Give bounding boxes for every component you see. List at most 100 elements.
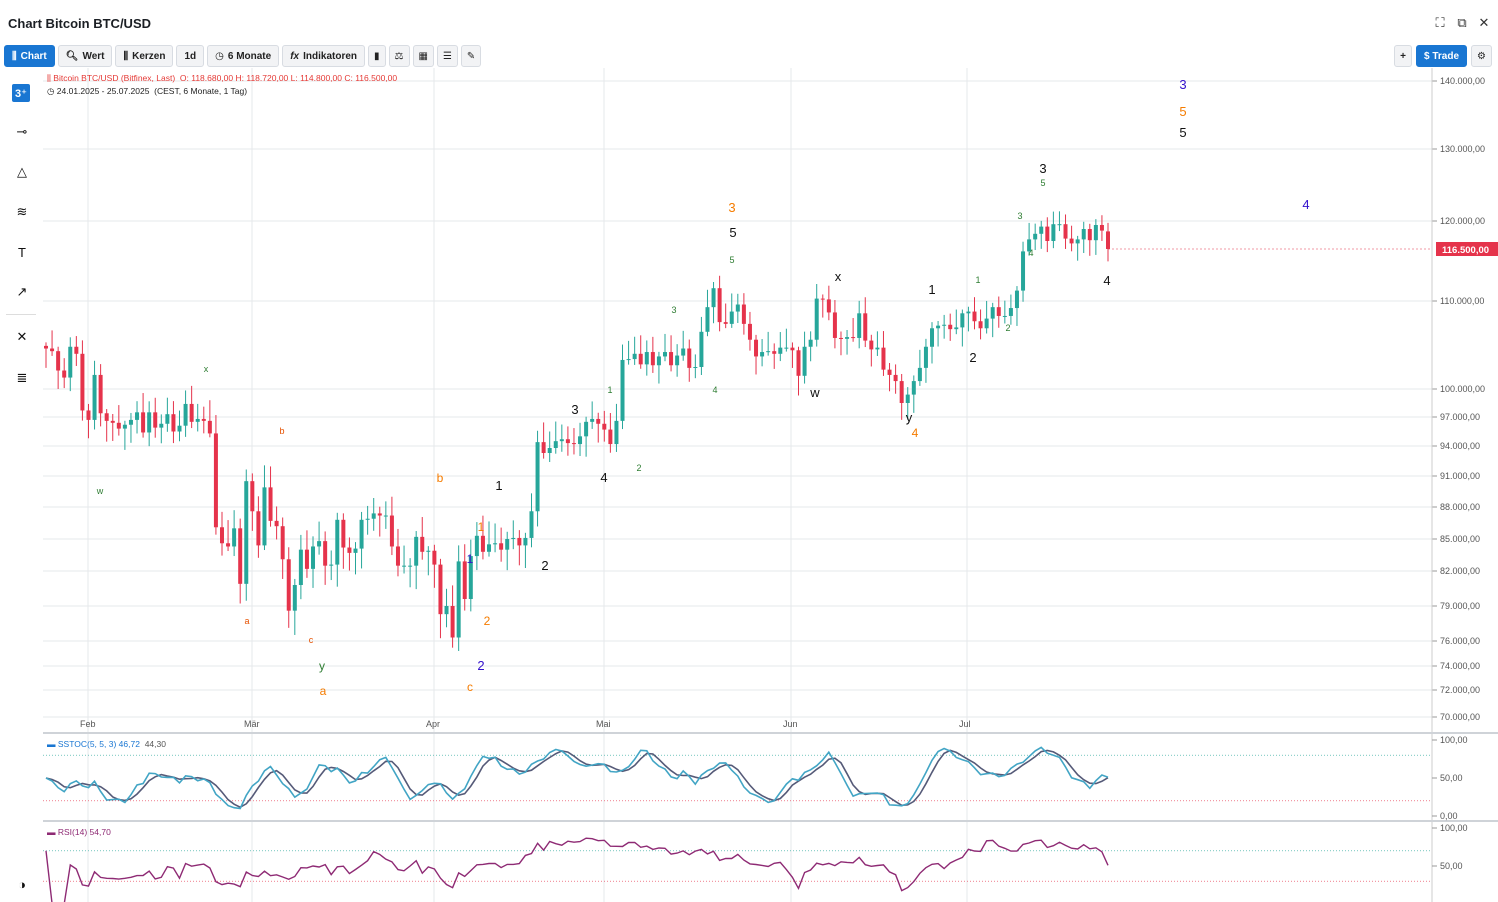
stoch-d-line — [45, 749, 1109, 809]
candle — [462, 561, 467, 599]
draw-button[interactable]: ✎ — [460, 45, 482, 67]
wave-label: x — [835, 269, 842, 284]
candle — [383, 515, 388, 517]
candle — [960, 313, 965, 328]
crosshair-button[interactable]: + — [1394, 45, 1412, 67]
candle — [936, 325, 941, 329]
interval-button[interactable]: 1d — [176, 45, 205, 67]
candle — [128, 419, 133, 425]
stoch-tick-label: 0,00 — [1440, 811, 1458, 821]
candle — [359, 519, 364, 549]
wave-label: 4 — [912, 426, 919, 440]
wave-label: w — [96, 486, 104, 496]
price-tick-label: 74.000,00 — [1440, 661, 1480, 671]
candle — [990, 307, 995, 319]
candle — [681, 348, 686, 356]
pen-icon: ✎ — [466, 50, 476, 62]
candle — [590, 418, 595, 422]
wave-label: 2 — [541, 558, 548, 573]
close-icon[interactable]: ✕ — [1478, 15, 1490, 30]
fullscreen-icon[interactable]: ⛶ — [1435, 15, 1445, 30]
wave-label: 1 — [495, 478, 502, 493]
candle — [116, 422, 121, 429]
settings-sliders-button[interactable]: ☰ — [436, 45, 458, 67]
candle — [244, 481, 249, 584]
candle — [1087, 229, 1092, 241]
wert-button[interactable]: 🔍︎ Wert — [57, 45, 113, 67]
price-tick-label: 140.000,00 — [1440, 76, 1485, 86]
theme-toggle-icon[interactable]: ◑ — [18, 876, 26, 892]
text-tool-icon[interactable]: T — [18, 244, 26, 260]
wave-label: c — [309, 635, 314, 645]
candle — [565, 439, 570, 444]
candle — [887, 369, 892, 375]
bookmark-button[interactable]: ▮ — [368, 45, 386, 67]
chart-button[interactable]: ⫼ Chart — [4, 45, 55, 67]
candle — [838, 337, 843, 339]
candle — [626, 359, 631, 361]
candle — [280, 526, 285, 560]
candle — [201, 418, 206, 421]
candle — [189, 403, 194, 422]
wave-label: 1 — [467, 552, 474, 566]
candle — [893, 374, 898, 382]
wave-label: 2 — [477, 658, 484, 673]
wave-label: 1 — [975, 275, 980, 285]
popout-icon[interactable]: ⧉ — [1457, 15, 1467, 30]
candle — [487, 544, 492, 552]
candle — [1002, 315, 1007, 317]
candle — [826, 299, 831, 313]
candle — [1099, 225, 1104, 231]
search-icon: 🔍︎ — [65, 50, 79, 62]
candle — [444, 606, 449, 615]
trend-tool-icon[interactable]: ↗ — [16, 284, 28, 299]
price-tick-label: 97.000,00 — [1440, 412, 1480, 422]
candle — [644, 352, 649, 365]
wave-label: y — [906, 410, 913, 425]
candle — [347, 547, 352, 553]
trade-button[interactable]: $ Trade — [1416, 45, 1468, 67]
triangle-tool-icon[interactable]: △ — [17, 164, 27, 179]
candle — [1075, 239, 1080, 244]
price-tick-label: 70.000,00 — [1440, 712, 1480, 722]
fx-icon: fx — [290, 50, 300, 62]
indicators-button[interactable]: fx Indikatoren — [282, 45, 366, 67]
candle — [899, 381, 904, 403]
stoch-tick-label: 100,00 — [1440, 735, 1468, 745]
tools-icon[interactable]: ✕ — [16, 329, 28, 344]
candle — [262, 487, 267, 546]
rsi-tick-label: 50,00 — [1440, 861, 1463, 871]
candle — [778, 347, 783, 354]
compare-button[interactable]: ⚖ — [388, 45, 410, 67]
candle — [832, 312, 837, 338]
calendar-button[interactable]: ▦ — [412, 45, 434, 67]
candle — [468, 556, 473, 599]
line-tool-icon[interactable]: ⊸ — [16, 124, 28, 139]
chart-type-button[interactable]: ⫼ Kerzen — [115, 45, 174, 67]
candle — [559, 439, 564, 442]
wave-label: 4 — [1028, 248, 1033, 258]
candle — [711, 288, 716, 308]
wave-tool-icon[interactable]: 3⁺ — [12, 84, 30, 102]
candle — [341, 519, 346, 548]
layers-icon[interactable]: ≣ — [16, 370, 28, 385]
candle — [286, 559, 291, 611]
candle — [608, 429, 613, 445]
candle — [693, 367, 698, 368]
candle — [917, 367, 922, 382]
wave-label: 3 — [1039, 161, 1046, 176]
candle — [219, 527, 224, 544]
candle — [147, 412, 152, 433]
range-button[interactable]: ◷ 6 Monate — [207, 45, 280, 67]
candle — [723, 322, 728, 324]
candle — [596, 418, 601, 424]
candle — [74, 346, 79, 354]
settings-button[interactable]: ⚙ — [1471, 45, 1492, 67]
candle — [571, 443, 576, 445]
wave-label: 2 — [969, 350, 976, 365]
candle — [371, 513, 376, 519]
gear-icon: ⚙ — [1477, 50, 1486, 62]
date-range-legend: ◷ 24.01.2025 - 25.07.2025 (CEST, 6 Monat… — [47, 86, 248, 96]
fib-tool-icon[interactable]: ≋ — [16, 204, 28, 219]
